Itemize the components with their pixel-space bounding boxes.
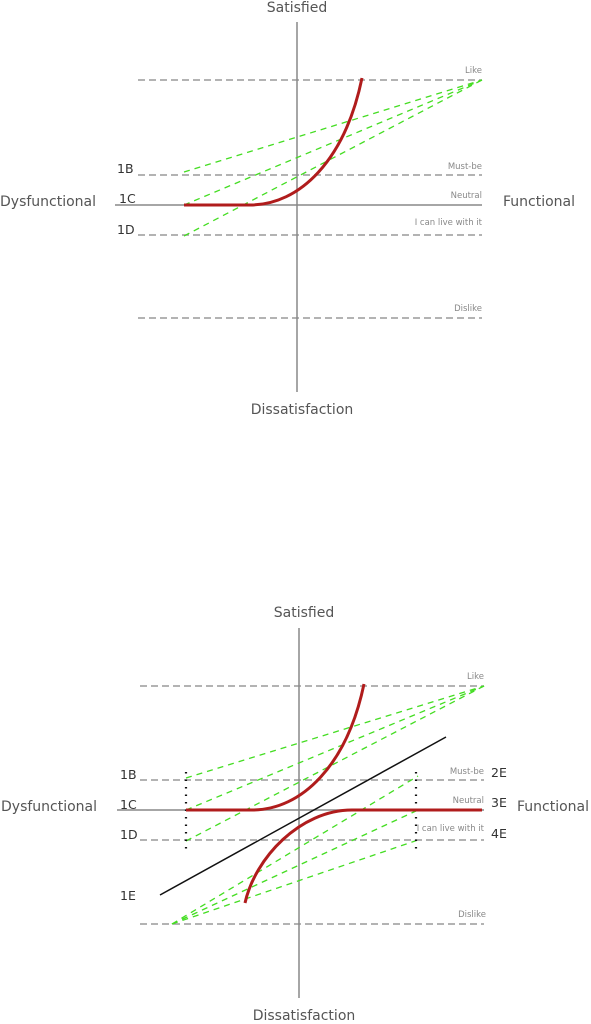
axis-label-left: Dysfunctional bbox=[1, 799, 97, 815]
axis-label-top: Satisfied bbox=[274, 605, 334, 621]
green-projection-line bbox=[183, 79, 483, 237]
code-label-2e: 2E bbox=[491, 765, 507, 780]
red-attractive-curve bbox=[184, 77, 364, 207]
axis-label-right: Functional bbox=[503, 194, 575, 210]
red-attractive-curve bbox=[186, 683, 366, 812]
level-label-like: Like bbox=[467, 672, 484, 682]
green-projection-line bbox=[171, 839, 419, 925]
axis-label-bottom: Dissatisfaction bbox=[251, 402, 354, 418]
green-projection-line bbox=[183, 79, 483, 173]
green-projection-line bbox=[183, 79, 483, 206]
code-label-1b: 1B bbox=[120, 767, 137, 782]
level-label-dislike: Dislike bbox=[454, 304, 482, 314]
top-diagram: Satisfied Dissatisfaction Dysfunctional … bbox=[0, 0, 575, 418]
axis-label-bottom: Dissatisfaction bbox=[253, 1008, 356, 1024]
axis-label-right: Functional bbox=[517, 799, 589, 815]
green-projection-line bbox=[185, 685, 485, 779]
level-label-like: Like bbox=[465, 66, 482, 76]
level-label-must-be: Must-be bbox=[448, 162, 482, 172]
code-label-3e: 3E bbox=[491, 795, 507, 810]
code-label-4e: 4E bbox=[491, 826, 507, 841]
level-label-neutral: Neutral bbox=[451, 191, 482, 201]
green-projection-line bbox=[171, 809, 419, 925]
black-diagonal-line bbox=[159, 736, 447, 896]
code-label-1d: 1D bbox=[117, 222, 135, 237]
code-label-1c: 1C bbox=[120, 797, 137, 812]
bottom-diagram: Satisfied Dissatisfaction Dysfunctional … bbox=[1, 605, 589, 1024]
code-label-1d: 1D bbox=[120, 827, 138, 842]
level-label-i-can-live-with-it: I can live with it bbox=[417, 824, 485, 834]
code-label-1b: 1B bbox=[117, 161, 134, 176]
green-projection-line bbox=[185, 685, 485, 811]
axis-label-top: Satisfied bbox=[267, 0, 327, 16]
level-label-must-be: Must-be bbox=[450, 767, 484, 777]
green-projection-line bbox=[171, 775, 419, 925]
red-must-be-curve bbox=[243, 808, 482, 904]
code-label-1e: 1E bbox=[120, 888, 136, 903]
level-label-neutral: Neutral bbox=[453, 796, 484, 806]
level-label-i-can-live-with-it: I can live with it bbox=[415, 218, 483, 228]
green-projection-line bbox=[185, 685, 485, 842]
level-label-dislike: Dislike bbox=[458, 910, 486, 920]
code-label-1c: 1C bbox=[119, 191, 136, 206]
axis-label-left: Dysfunctional bbox=[0, 194, 96, 210]
